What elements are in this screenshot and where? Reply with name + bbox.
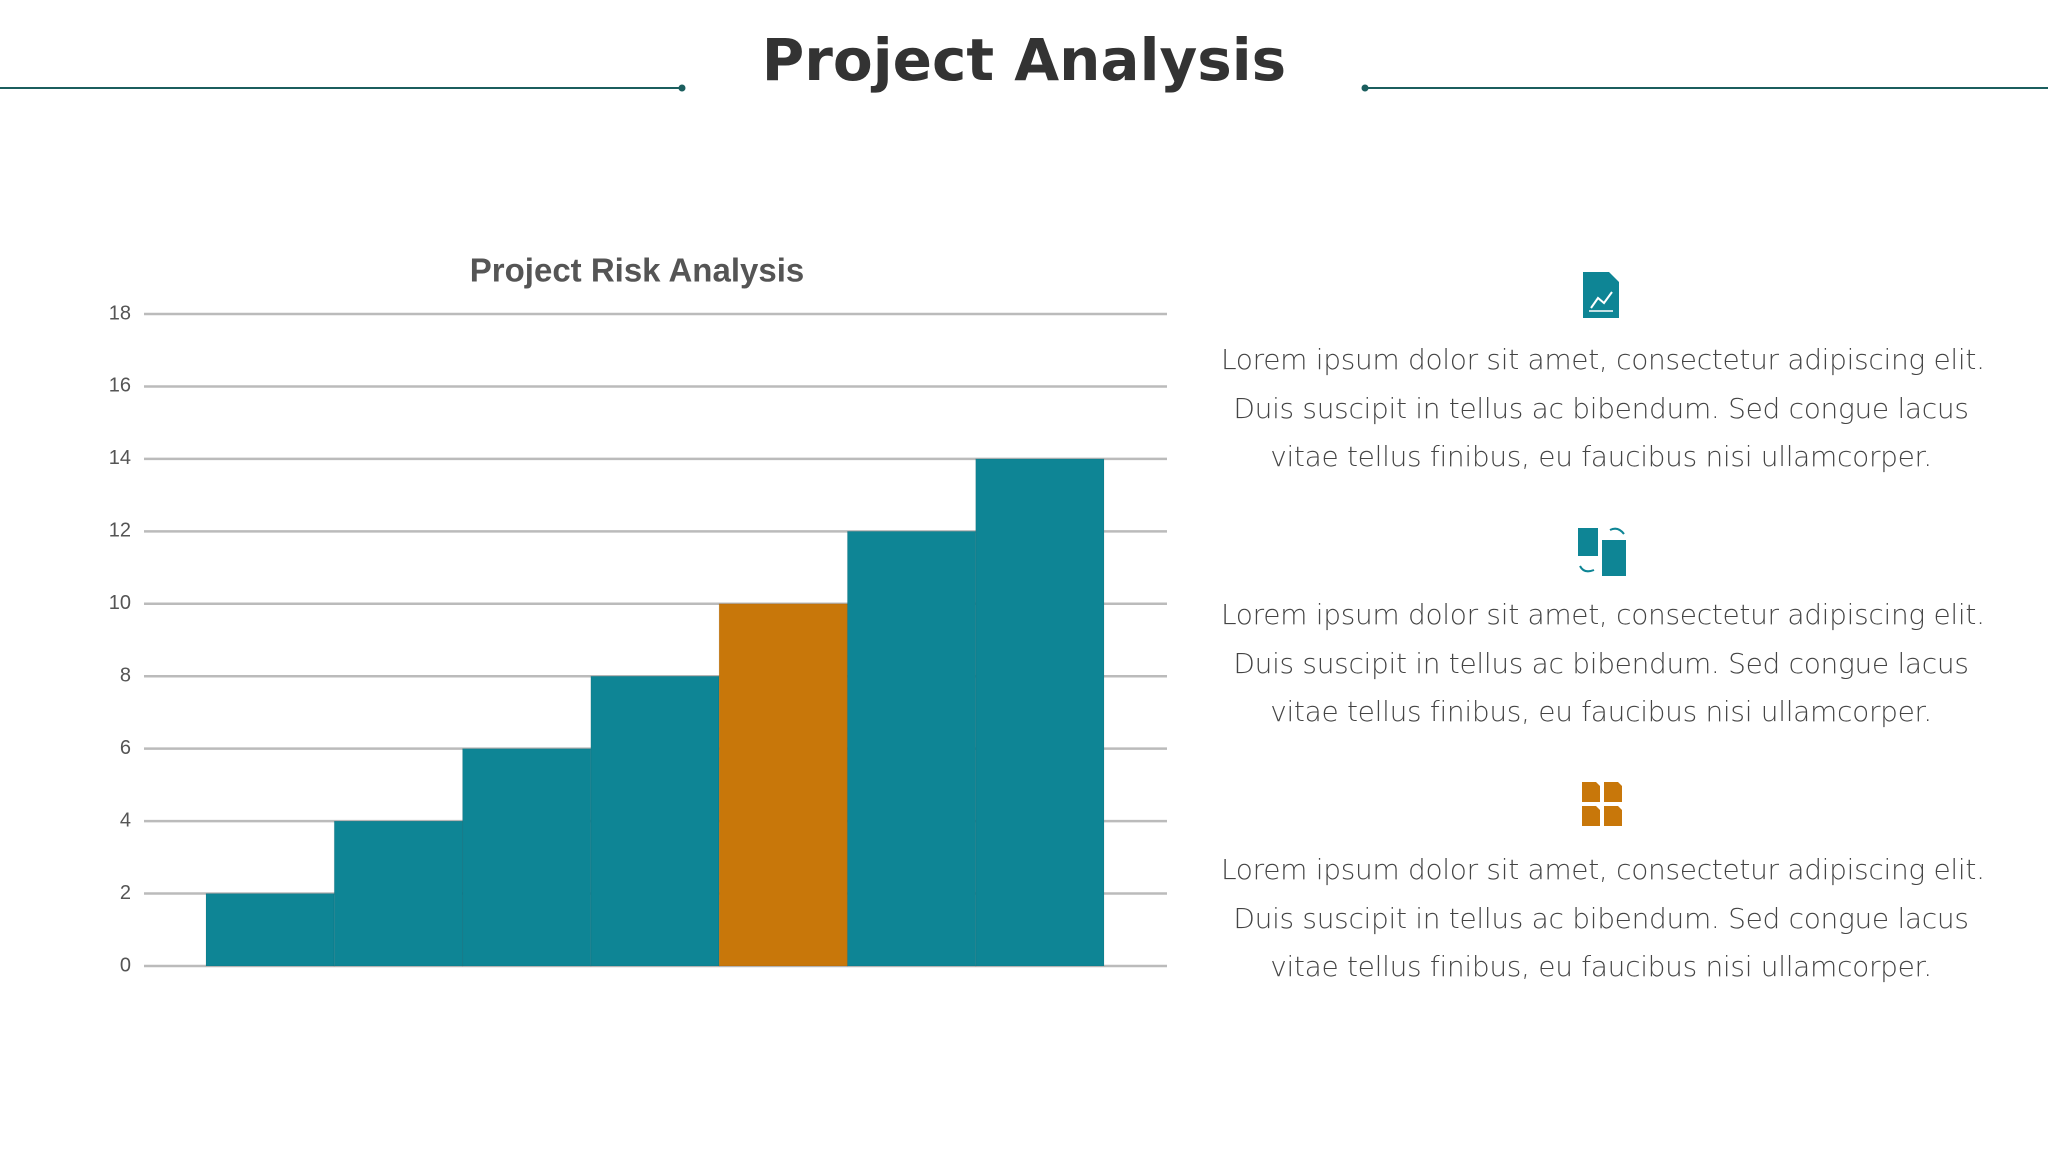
text-block: Lorem ipsum dolor sit amet, consectetur … (1221, 336, 1985, 482)
y-tick-label: 8 (120, 665, 131, 687)
chart-title: Project Risk Analysis (470, 252, 804, 289)
text-line: Lorem ipsum dolor sit amet, consectetur … (1221, 598, 1985, 631)
y-tick-label: 6 (120, 737, 131, 759)
y-tick-label: 12 (109, 520, 131, 542)
bar (590, 675, 720, 967)
report-icon (1583, 272, 1619, 318)
bar (462, 748, 592, 967)
text-line: Lorem ipsum dolor sit amet, consectetur … (1221, 343, 1985, 376)
grid-docs-icon (1582, 782, 1622, 826)
text-line: Duis suscipit in tellus ac bibendum. Sed… (1233, 391, 1969, 425)
bar (846, 530, 977, 967)
text-block: Lorem ipsum dolor sit amet, consectetur … (1221, 846, 1985, 992)
bar (333, 820, 464, 967)
rule-dot (678, 84, 686, 92)
text-line: Duis suscipit in tellus ac bibendum. Sed… (1233, 901, 1969, 935)
y-tick-label: 18 (109, 302, 131, 324)
exchange-icon (1578, 527, 1626, 576)
text-block: Lorem ipsum dolor sit amet, consectetur … (1221, 591, 1985, 737)
page-title: Project Analysis (762, 26, 1286, 94)
text-line: vitae tellus finibus, eu faucibus nisi u… (1270, 695, 1932, 728)
text-line: vitae tellus finibus, eu faucibus nisi u… (1270, 440, 1932, 473)
rule-dot (1361, 84, 1369, 92)
y-tick-label: 14 (109, 447, 131, 469)
y-tick-label: 0 (120, 954, 131, 976)
y-tick-label: 4 (120, 809, 131, 831)
bar (205, 893, 335, 967)
text-line: Duis suscipit in tellus ac bibendum. Sed… (1233, 646, 1969, 680)
bar (975, 458, 1105, 967)
y-tick-label: 16 (109, 375, 131, 397)
text-line: Lorem ipsum dolor sit amet, consectetur … (1221, 853, 1985, 886)
y-tick-label: 2 (120, 882, 131, 904)
text-line: vitae tellus finibus, eu faucibus nisi u… (1270, 950, 1932, 983)
y-tick-label: 10 (109, 592, 131, 614)
bar (718, 603, 848, 967)
